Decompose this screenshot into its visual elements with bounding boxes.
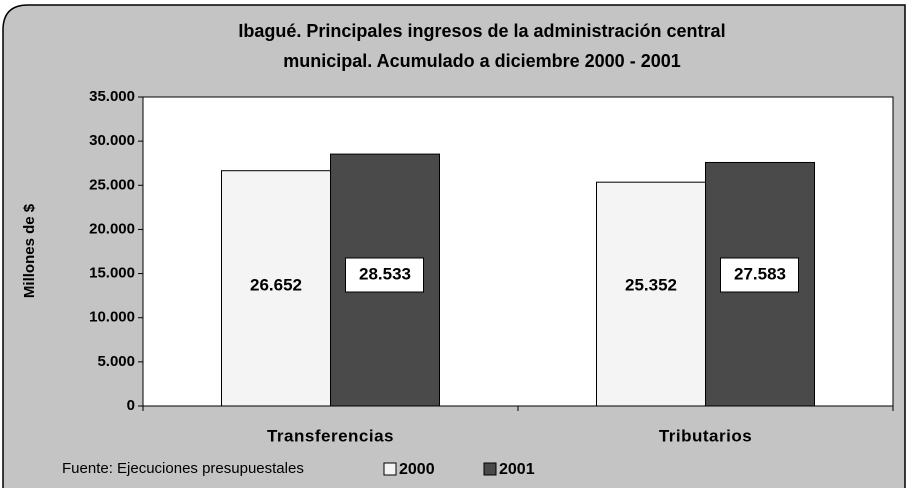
x-tick-label: Tributarios [659,426,752,445]
y-axis-label: Millones de $ [21,203,38,298]
data-label-box [720,257,799,293]
source-note: Fuente: Ejecuciones presupuestales [62,460,304,477]
legend-label: 2001 [499,461,535,478]
chart-title: Ibagué. Principales ingresos de la admin… [238,21,725,41]
y-tick-label: 20.000 [89,220,135,237]
y-tick-label: 35.000 [89,88,135,105]
data-label: 25.352 [625,275,677,294]
y-tick-label: 30.000 [89,132,135,149]
data-label: 27.583 [734,264,786,283]
data-label: 26.652 [250,275,302,294]
bar [596,181,706,407]
data-label-box [345,257,424,293]
legend-swatch [383,462,397,476]
legend-swatch [483,462,497,476]
y-tick-label: 5.000 [97,353,135,370]
y-tick-label: 25.000 [89,176,135,193]
bar [221,170,331,407]
y-tick-label: 10.000 [89,309,135,326]
chart-title: municipal. Acumulado a diciembre 2000 - … [283,51,681,71]
data-label: 28.533 [359,264,411,283]
y-tick-label: 15.000 [89,265,135,282]
x-tick-label: Transferencias [267,426,394,445]
legend-label: 2000 [399,461,435,478]
y-tick-label: 0 [127,397,135,414]
